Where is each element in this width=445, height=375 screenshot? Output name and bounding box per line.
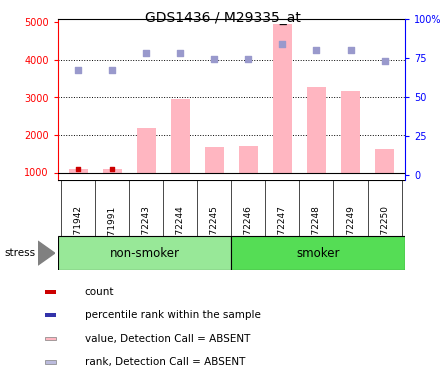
Point xyxy=(177,50,184,56)
Point xyxy=(347,47,354,53)
Text: stress: stress xyxy=(4,248,36,258)
Bar xyxy=(44,337,57,340)
Text: percentile rank within the sample: percentile rank within the sample xyxy=(85,310,260,320)
Text: GSM72245: GSM72245 xyxy=(210,206,219,254)
Text: rank, Detection Call = ABSENT: rank, Detection Call = ABSENT xyxy=(85,357,245,367)
Bar xyxy=(44,360,57,364)
Text: value, Detection Call = ABSENT: value, Detection Call = ABSENT xyxy=(85,333,250,344)
Point xyxy=(381,58,388,64)
Point xyxy=(75,68,82,74)
Bar xyxy=(58,236,231,270)
Bar xyxy=(239,146,258,172)
Text: GSM72250: GSM72250 xyxy=(380,206,389,254)
Text: GSM71991: GSM71991 xyxy=(108,206,117,255)
Bar xyxy=(341,91,360,172)
Point xyxy=(211,56,218,62)
Text: GSM72249: GSM72249 xyxy=(346,206,355,254)
Point xyxy=(279,41,286,47)
Point xyxy=(143,50,150,56)
Point xyxy=(245,56,252,62)
Text: GSM72248: GSM72248 xyxy=(312,206,321,254)
Text: smoker: smoker xyxy=(296,247,340,259)
Bar xyxy=(69,169,88,172)
Text: GSM72246: GSM72246 xyxy=(244,206,253,254)
Point xyxy=(109,68,116,74)
Polygon shape xyxy=(38,241,55,265)
Text: non-smoker: non-smoker xyxy=(109,247,180,259)
Bar xyxy=(44,290,57,294)
Point xyxy=(75,166,82,172)
Bar xyxy=(205,147,224,172)
Bar xyxy=(375,149,394,172)
Text: GSM71942: GSM71942 xyxy=(74,206,83,254)
Bar xyxy=(231,236,405,270)
Text: GSM72244: GSM72244 xyxy=(176,206,185,254)
Point xyxy=(109,166,116,172)
Bar xyxy=(137,128,156,172)
Point xyxy=(313,47,320,53)
Bar xyxy=(171,99,190,172)
Bar xyxy=(273,24,292,172)
Text: count: count xyxy=(85,287,114,297)
Bar xyxy=(103,169,121,172)
Bar xyxy=(44,314,57,317)
Text: GSM72243: GSM72243 xyxy=(142,206,151,254)
Text: GDS1436 / M29335_at: GDS1436 / M29335_at xyxy=(145,11,300,25)
Bar xyxy=(307,87,326,172)
Text: GSM72247: GSM72247 xyxy=(278,206,287,254)
